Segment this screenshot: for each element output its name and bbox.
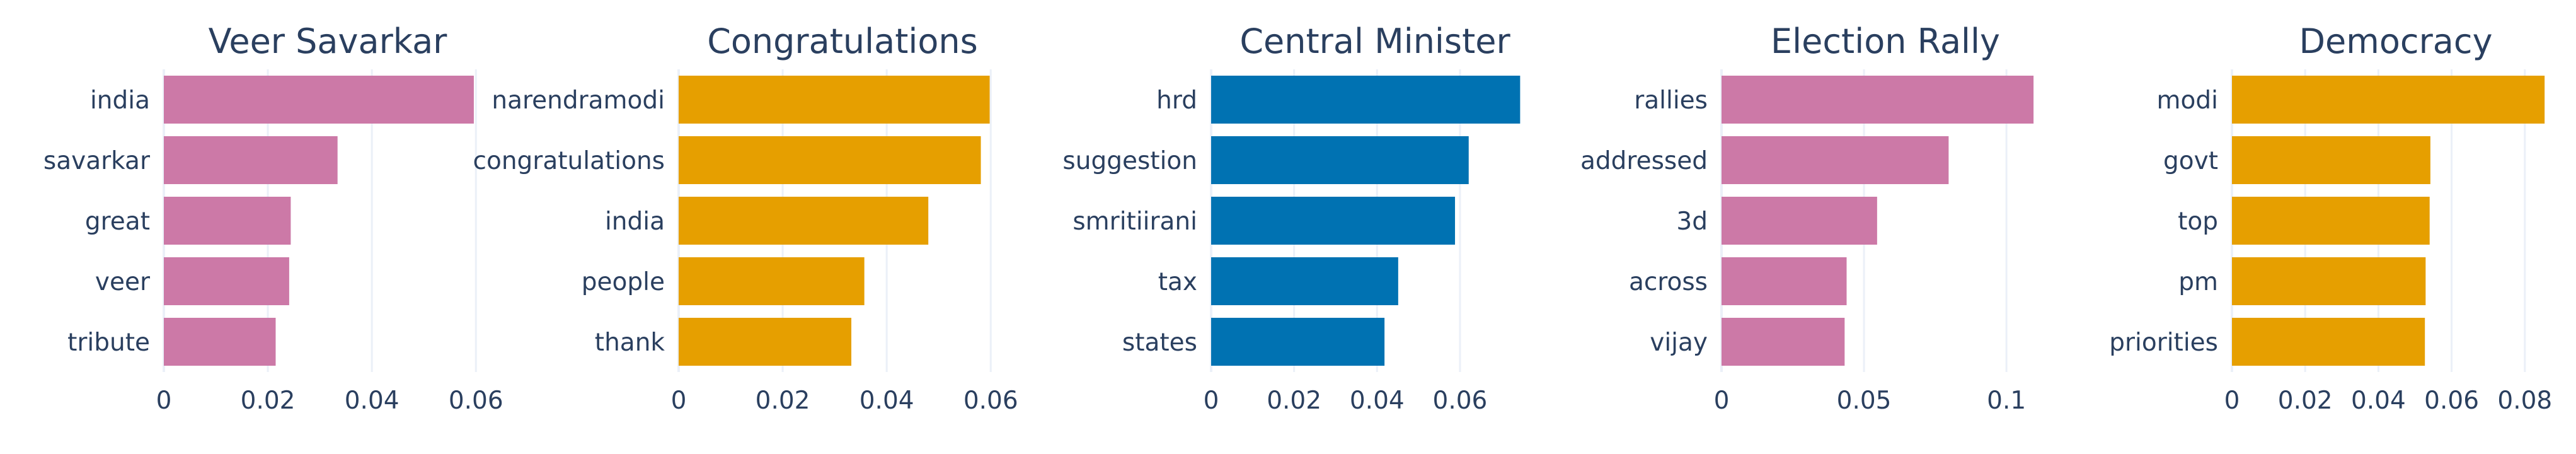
bar <box>2232 257 2426 305</box>
panel-title: Election Rally <box>1771 21 2000 61</box>
panel-title: Congratulations <box>707 21 978 61</box>
x-tick-label: 0.06 <box>1433 387 1488 415</box>
bar <box>1722 318 1845 366</box>
bar <box>1722 136 1949 184</box>
bar <box>2232 76 2545 124</box>
bar <box>1722 257 1847 305</box>
x-tick-label: 0.06 <box>963 387 1018 415</box>
bar <box>679 257 865 305</box>
category-label: hrd <box>1156 86 1197 115</box>
category-label: 3d <box>1676 207 1708 236</box>
bar <box>164 257 289 305</box>
x-tick-label: 0.06 <box>449 387 503 415</box>
chart-panel: 0 0.02 0.04 0.06 hrd suggestion smritiirani tax… <box>1062 21 1521 415</box>
category-label: priorities <box>2109 329 2218 357</box>
category-label: states <box>1122 329 1197 357</box>
category-label: india <box>605 207 665 236</box>
category-label: veer <box>95 268 151 296</box>
chart-panel: 0 0.02 0.04 0.06 india savarkar great veer tribu… <box>43 21 503 415</box>
bar <box>2232 136 2430 184</box>
x-tick-label: 0.02 <box>756 387 810 415</box>
category-label: savarkar <box>43 147 151 175</box>
x-tick-label: 0 <box>1204 387 1219 415</box>
panel-title: Veer Savarkar <box>209 21 448 61</box>
x-tick-label: 0.04 <box>345 387 400 415</box>
bar <box>679 197 929 245</box>
bar <box>164 197 291 245</box>
category-label: tax <box>1158 268 1197 296</box>
bar <box>1211 136 1469 184</box>
category-label: congratulations <box>473 147 665 175</box>
category-label: vijay <box>1650 329 1708 357</box>
category-label: across <box>1629 268 1708 296</box>
x-tick-label: 0.04 <box>2351 387 2406 415</box>
bar <box>1211 257 1398 305</box>
bar <box>1211 197 1456 245</box>
category-label: suggestion <box>1062 147 1197 175</box>
bar <box>1722 76 2034 124</box>
bar <box>1722 197 1877 245</box>
category-label: rallies <box>1634 86 1708 115</box>
x-tick-label: 0 <box>1714 387 1730 415</box>
chart-panel: 0 0.02 0.04 0.06 0.08 modi govt top pm priorities… <box>2109 21 2552 415</box>
bar <box>679 318 852 366</box>
chart-panel: 0 0.05 0.1 rallies addressed 3d across vijay Ele… <box>1580 21 2034 415</box>
x-tick-label: 0 <box>671 387 687 415</box>
bar <box>679 136 981 184</box>
bar <box>1211 318 1385 366</box>
category-label: tribute <box>67 329 150 357</box>
category-label: modi <box>2157 86 2218 115</box>
bar <box>2232 197 2430 245</box>
bar <box>164 318 276 366</box>
x-tick-label: 0.02 <box>241 387 296 415</box>
x-tick-label: 0.04 <box>1350 387 1405 415</box>
panel-title: Democracy <box>2299 21 2492 61</box>
category-label: top <box>2178 207 2218 236</box>
x-tick-label: 0.02 <box>1267 387 1321 415</box>
x-tick-label: 0.08 <box>2497 387 2552 415</box>
panel-title: Central Minister <box>1239 21 1510 61</box>
category-label: narendramodi <box>492 86 665 115</box>
category-label: great <box>85 207 150 236</box>
chart-panel: 0 0.02 0.04 0.06 narendramodi congratulations… <box>473 21 1018 415</box>
x-tick-label: 0 <box>2224 387 2240 415</box>
category-label: people <box>582 268 665 296</box>
bar <box>1211 76 1521 124</box>
category-label: india <box>90 86 150 115</box>
x-tick-label: 0 <box>156 387 172 415</box>
x-tick-label: 0.1 <box>1987 387 2026 415</box>
x-tick-label: 0.04 <box>860 387 914 415</box>
x-tick-label: 0.06 <box>2424 387 2479 415</box>
bar <box>164 136 338 184</box>
category-label: pm <box>2178 268 2218 296</box>
category-label: govt <box>2163 147 2218 175</box>
bar <box>2232 318 2425 366</box>
bar <box>164 76 474 124</box>
category-label: addressed <box>1580 147 1708 175</box>
bar <box>679 76 990 124</box>
x-tick-label: 0.02 <box>2278 387 2333 415</box>
category-label: smritiirani <box>1072 207 1197 236</box>
category-label: thank <box>595 329 665 357</box>
x-tick-label: 0.05 <box>1837 387 1892 415</box>
